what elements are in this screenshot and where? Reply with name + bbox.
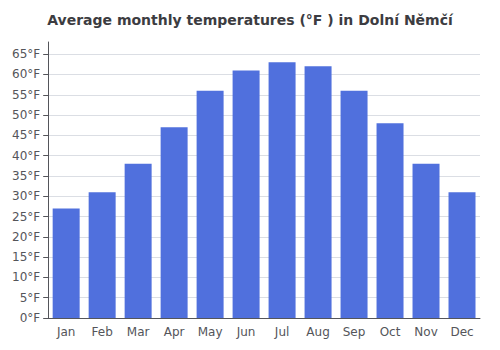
svg-text:Jan: Jan [56,325,76,339]
svg-text:Jun: Jun [236,325,256,339]
svg-text:Jul: Jul [274,325,289,339]
svg-text:Sep: Sep [343,325,366,339]
svg-text:45°F: 45°F [12,128,40,142]
svg-text:15°F: 15°F [12,250,40,264]
svg-text:20°F: 20°F [12,230,40,244]
svg-text:May: May [198,325,223,339]
svg-text:55°F: 55°F [12,88,40,102]
svg-text:Nov: Nov [414,325,437,339]
svg-text:Dec: Dec [450,325,473,339]
svg-text:Average monthly temperatures (: Average monthly temperatures (°F ) in Do… [47,12,454,28]
svg-text:5°F: 5°F [20,291,41,305]
svg-text:Feb: Feb [92,325,113,339]
svg-text:10°F: 10°F [12,270,40,284]
svg-text:30°F: 30°F [12,189,40,203]
svg-text:Mar: Mar [127,325,150,339]
svg-text:0°F: 0°F [20,311,41,325]
svg-text:35°F: 35°F [12,169,40,183]
svg-text:65°F: 65°F [12,47,40,61]
svg-text:Oct: Oct [380,325,401,339]
svg-text:40°F: 40°F [12,149,40,163]
svg-text:50°F: 50°F [12,108,40,122]
svg-text:Apr: Apr [164,325,185,339]
svg-text:Aug: Aug [306,325,329,339]
svg-text:60°F: 60°F [12,67,40,81]
svg-text:25°F: 25°F [12,210,40,224]
